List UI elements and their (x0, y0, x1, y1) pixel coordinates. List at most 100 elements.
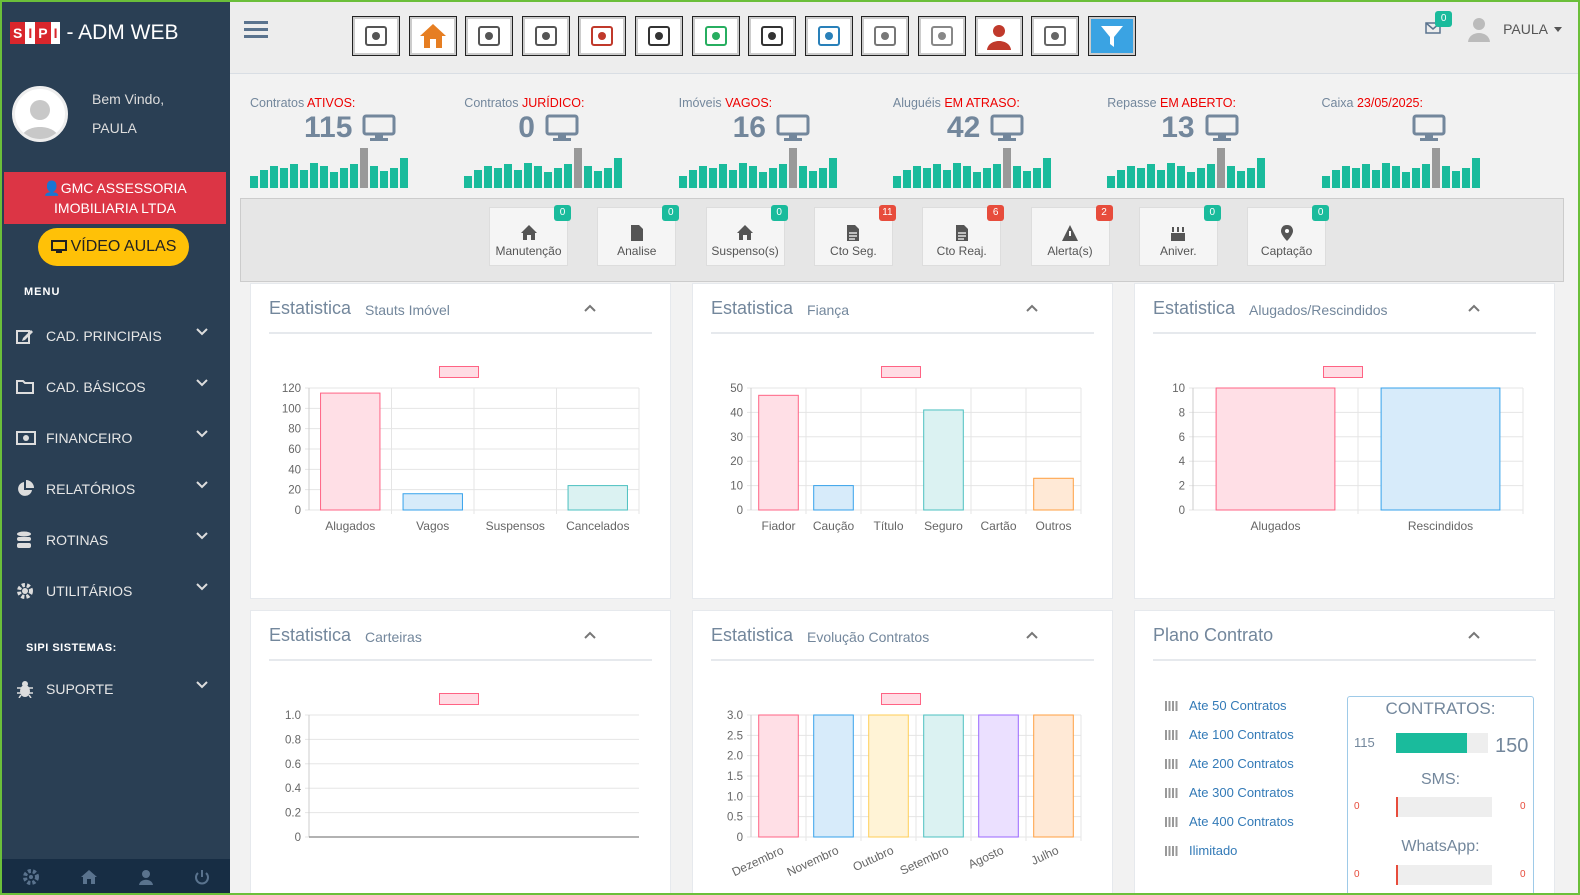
printer-button[interactable] (635, 16, 683, 56)
home-icon (737, 225, 754, 240)
y-tick-label: 0 (295, 832, 301, 844)
avatar (12, 86, 68, 142)
settings-icon[interactable] (22, 868, 40, 886)
sipi-section-title: SIPI SISTEMAS: (26, 642, 117, 654)
clock-screen-button[interactable] (1031, 16, 1080, 56)
shortcut-ctoreaj[interactable]: Cto Reaj. 6 (922, 205, 1005, 266)
stat-card[interactable]: Aluguéis EM ATRASO: 42 (892, 96, 1093, 188)
sparkline-bar (1341, 166, 1350, 188)
plan-item[interactable]: Ilimitado (1165, 836, 1294, 865)
calculator-pen-button[interactable] (804, 16, 853, 56)
bar-chart: 0 2 4 6 8 10 Alugados Rescindidos (1172, 383, 1524, 533)
keys-button[interactable] (918, 16, 966, 56)
y-tick-label: 3.0 (727, 710, 743, 722)
y-tick-label: 6 (1179, 432, 1185, 444)
agent-button[interactable] (974, 16, 1023, 56)
mail-button[interactable]: 0 (1425, 11, 1453, 37)
stat-label-highlight: EM ABERTO: (1160, 96, 1236, 110)
document-stamp-button[interactable] (578, 16, 627, 56)
sparkline-bar (1321, 176, 1330, 188)
company-banner[interactable]: 👤GMC ASSESSORIA IMOBILIARIA LTDA (4, 172, 226, 224)
plan-item-label: Ilimitado (1189, 843, 1238, 858)
shortcut-suspensos[interactable]: Suspenso(s) 0 (705, 205, 788, 266)
chevron-down-icon (196, 430, 208, 438)
menu-toggle-icon[interactable] (244, 20, 268, 40)
plan-item[interactable]: Ate 400 Contratos (1165, 807, 1294, 836)
username: PAULA (92, 120, 137, 136)
plan-item[interactable]: Ate 200 Contratos (1165, 749, 1294, 778)
sparkline-bar (564, 164, 573, 188)
shortcut-alertas[interactable]: Alerta(s) 2 (1030, 205, 1113, 266)
people-button[interactable] (521, 16, 570, 56)
nav-suporte[interactable]: SUPORTE (2, 663, 230, 714)
money-add-button[interactable] (691, 16, 740, 56)
video-lessons-button[interactable]: VÍDEO AULAS (38, 228, 189, 266)
shortcut-label: Captação (1260, 244, 1313, 258)
stat-card[interactable]: Contratos ATIVOS: 115 (250, 96, 450, 188)
sparkline-bar (932, 164, 941, 188)
stat-card[interactable]: Contratos JURÍDICO: 0 (464, 96, 664, 188)
caret-down-icon[interactable] (1554, 26, 1562, 32)
whatsapp-progress (1396, 865, 1492, 885)
plan-item[interactable]: Ate 100 Contratos (1165, 720, 1294, 749)
nav-utilitarios[interactable]: UTILITÁRIOS (2, 565, 230, 616)
bar (758, 714, 799, 838)
panel-title: Plano Contrato (1153, 624, 1274, 645)
chevron-up-icon[interactable] (1026, 631, 1038, 639)
plan-item[interactable]: Ate 300 Contratos (1165, 778, 1294, 807)
home-tool-button[interactable] (408, 16, 457, 56)
chevron-up-icon[interactable] (1468, 304, 1480, 312)
shortcut-badge: 11 (878, 205, 896, 221)
cake-icon (1171, 227, 1186, 241)
chevron-up-icon[interactable] (1468, 631, 1480, 639)
nav-financeiro[interactable]: FINANCEIRO (2, 412, 230, 463)
bar (923, 409, 964, 511)
x-tick-label: Alugados (1250, 519, 1300, 533)
database-icon (16, 531, 36, 549)
sparkline-bar (280, 168, 288, 188)
shortcut-manuteno[interactable]: Manutenção 0 (489, 205, 571, 266)
chevron-up-icon[interactable] (584, 631, 596, 639)
sparkline-bar (270, 166, 278, 188)
y-tick-label: 0 (737, 832, 743, 844)
shortcut-analise[interactable]: Analise 0 (597, 205, 680, 266)
sparkline-bar (992, 164, 1001, 188)
nav-relatorios[interactable]: RELATÓRIOS (2, 463, 230, 514)
sparkline-bar (952, 163, 961, 188)
home-icon[interactable] (80, 869, 98, 885)
top-username[interactable]: PAULA (1503, 21, 1548, 37)
whatsapp-label: WhatsApp: (1401, 838, 1480, 855)
power-icon[interactable] (194, 869, 210, 885)
chevron-up-icon[interactable] (1026, 304, 1038, 312)
stat-card[interactable]: Repasse EM ABERTO: 13 (1107, 96, 1307, 188)
sparkline-bar (524, 163, 533, 188)
signature-pen-button[interactable] (748, 16, 797, 56)
panel-title: Estatistica (711, 297, 794, 318)
stat-value-row: 13 (1161, 110, 1307, 146)
nav-cad-principais[interactable]: CAD. PRINCIPAIS (2, 310, 230, 361)
contracts-label: CONTRATOS: (1385, 699, 1496, 718)
sparkline-bar (1401, 172, 1410, 188)
sparkline-bar (1217, 148, 1226, 188)
search-map-button[interactable] (465, 16, 514, 56)
chevron-up-icon[interactable] (584, 304, 596, 312)
user-avatar-icon[interactable] (1467, 16, 1491, 42)
user-icon[interactable] (138, 869, 154, 885)
panel-title: Estatistica (1153, 297, 1236, 318)
shortcut-captao[interactable]: Captação 0 (1247, 205, 1330, 266)
y-tick-label: 1.0 (285, 710, 301, 722)
filter-button[interactable] (1087, 16, 1136, 56)
nav-cad-basicos[interactable]: CAD. BÁSICOS (2, 361, 230, 412)
shortcut-aniver[interactable]: Aniver. 0 (1138, 205, 1221, 266)
sparkline-bar (1227, 166, 1236, 188)
stat-card[interactable]: Caixa 23/05/2025: (1321, 96, 1522, 188)
panel-header: Estatistica Alugados/Rescindidos (1153, 284, 1536, 334)
shortcut-ctoseg[interactable]: Cto Seg. 11 (813, 205, 896, 266)
papers-button[interactable] (861, 16, 910, 56)
clock-screen-icon (1044, 26, 1067, 46)
nav-rotinas[interactable]: ROTINAS (2, 514, 230, 565)
plan-item[interactable]: Ate 50 Contratos (1165, 691, 1294, 720)
user-tool-button[interactable] (352, 16, 400, 56)
stat-card[interactable]: Imóveis VAGOS: 16 (678, 96, 879, 188)
